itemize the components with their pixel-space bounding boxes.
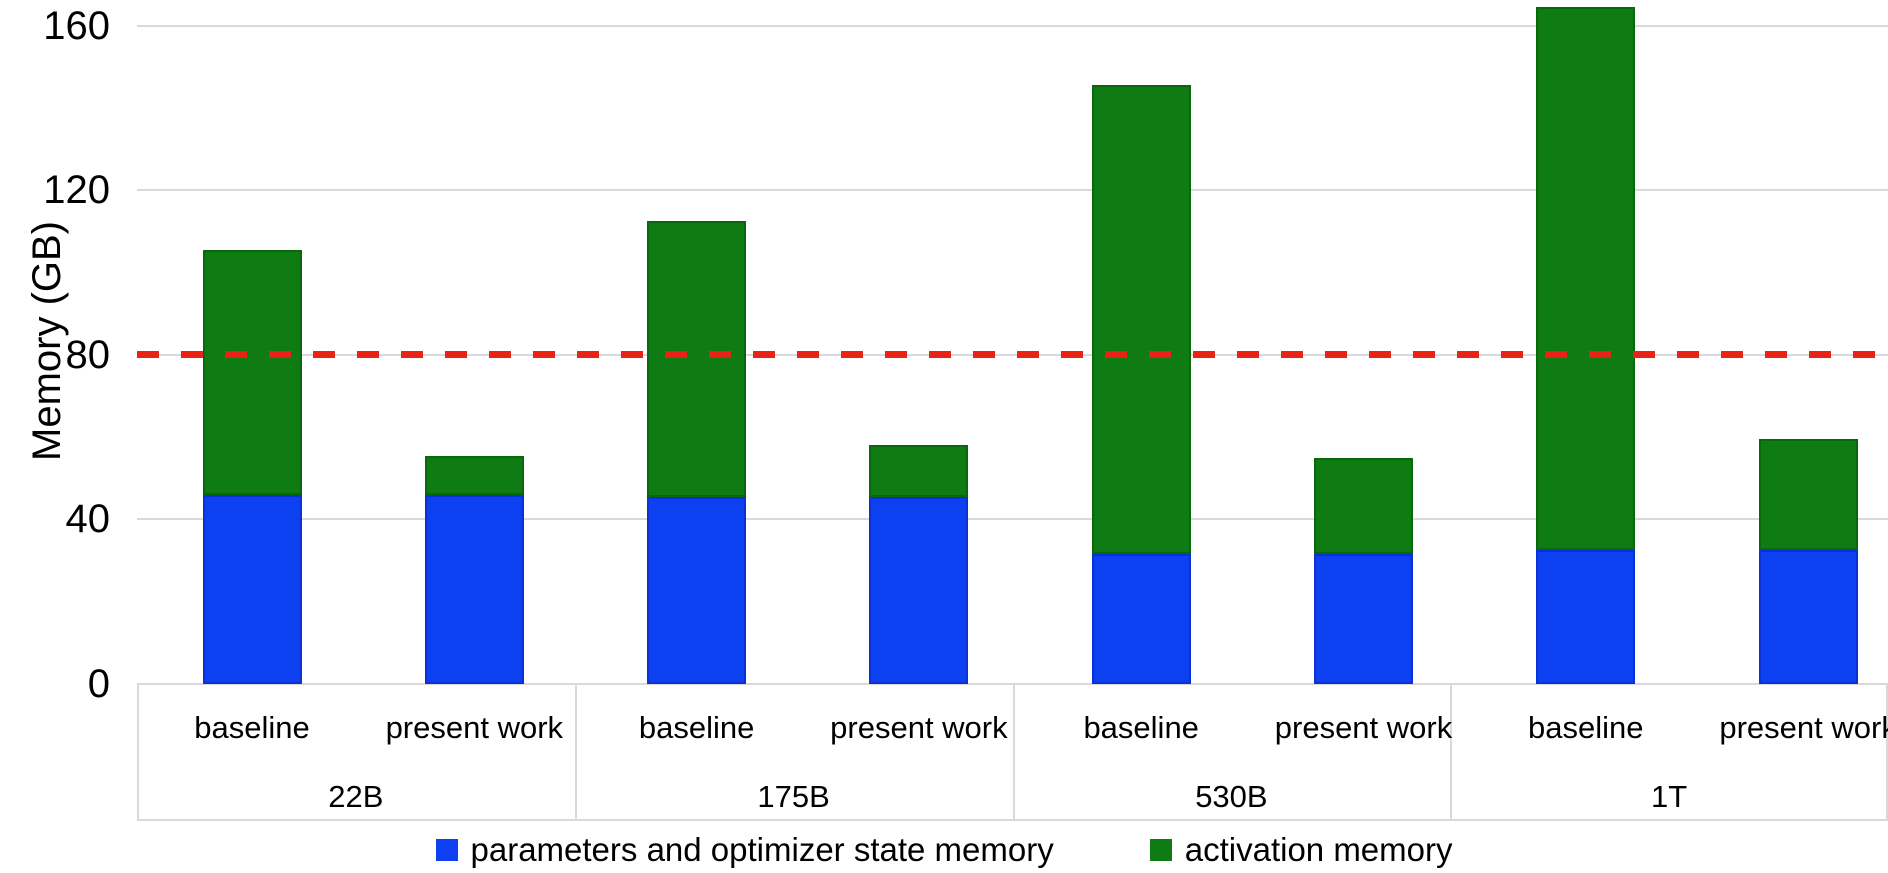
gridline-120: [137, 189, 1888, 192]
y-tick-0: 0: [87, 662, 110, 706]
bar-530B-baseline-activation: [1091, 85, 1191, 555]
legend-swatch-icon: [435, 839, 458, 861]
gridline-40: [137, 518, 1888, 521]
legend-swatch-icon: [1149, 839, 1172, 861]
bar-175B-baseline-activation: [647, 221, 747, 497]
x-label-530B-present-work: present work: [1274, 710, 1453, 745]
legend-item-parameters: parameters and optimizer state memory: [435, 831, 1054, 869]
group-label-175B: 175B: [757, 779, 830, 814]
group-separator: [137, 684, 139, 820]
reference-line-80gb: [137, 351, 1888, 359]
x-label-1T-present-work: present work: [1719, 710, 1888, 745]
legend-label: parameters and optimizer state memory: [470, 831, 1054, 868]
y-tick-160: 160: [43, 3, 110, 48]
group-separator: [1450, 684, 1453, 820]
x-label-175B-baseline: baseline: [638, 710, 755, 745]
gridline-160: [137, 24, 1888, 27]
legend-label: activation memory: [1184, 831, 1453, 868]
bar-22B-baseline-activation: [202, 249, 302, 495]
group-label-22B: 22B: [328, 779, 384, 814]
legend: parameters and optimizer state memory act…: [0, 831, 1888, 869]
band-bottom-line: [137, 819, 1888, 821]
x-label-530B-baseline: baseline: [1083, 710, 1199, 745]
group-separator: [1886, 684, 1888, 820]
legend-item-activation: activation memory: [1149, 831, 1453, 869]
y-tick-120: 120: [43, 168, 110, 213]
group-label-1T: 1T: [1651, 779, 1688, 814]
x-label-1T-baseline: baseline: [1528, 710, 1644, 745]
group-label-530B: 530B: [1195, 779, 1268, 814]
x-label-22B-present-work: present work: [385, 710, 564, 745]
bar-175B-present-work-params: [869, 496, 969, 684]
x-label-22B-baseline: baseline: [194, 710, 310, 745]
bar-530B-present-work-activation: [1314, 457, 1413, 555]
bar-1T-baseline-params: [1536, 550, 1636, 684]
bar-22B-present-work-activation: [424, 455, 524, 495]
bar-1T-present-work-params: [1758, 550, 1858, 684]
bar-1T-present-work-activation: [1758, 439, 1858, 551]
bar-530B-present-work-params: [1314, 554, 1413, 684]
bar-175B-baseline-params: [647, 496, 747, 684]
bar-175B-present-work-activation: [869, 445, 969, 497]
group-separator: [574, 684, 577, 820]
bar-22B-baseline-params: [202, 494, 302, 684]
x-label-175B-present-work: present work: [830, 710, 1008, 745]
bar-530B-baseline-params: [1091, 554, 1191, 684]
y-tick-40: 40: [65, 497, 111, 542]
bar-1T-baseline-activation: [1536, 7, 1636, 551]
group-separator: [1012, 684, 1015, 820]
y-tick-80: 80: [65, 332, 111, 377]
bar-22B-present-work-params: [424, 494, 524, 684]
